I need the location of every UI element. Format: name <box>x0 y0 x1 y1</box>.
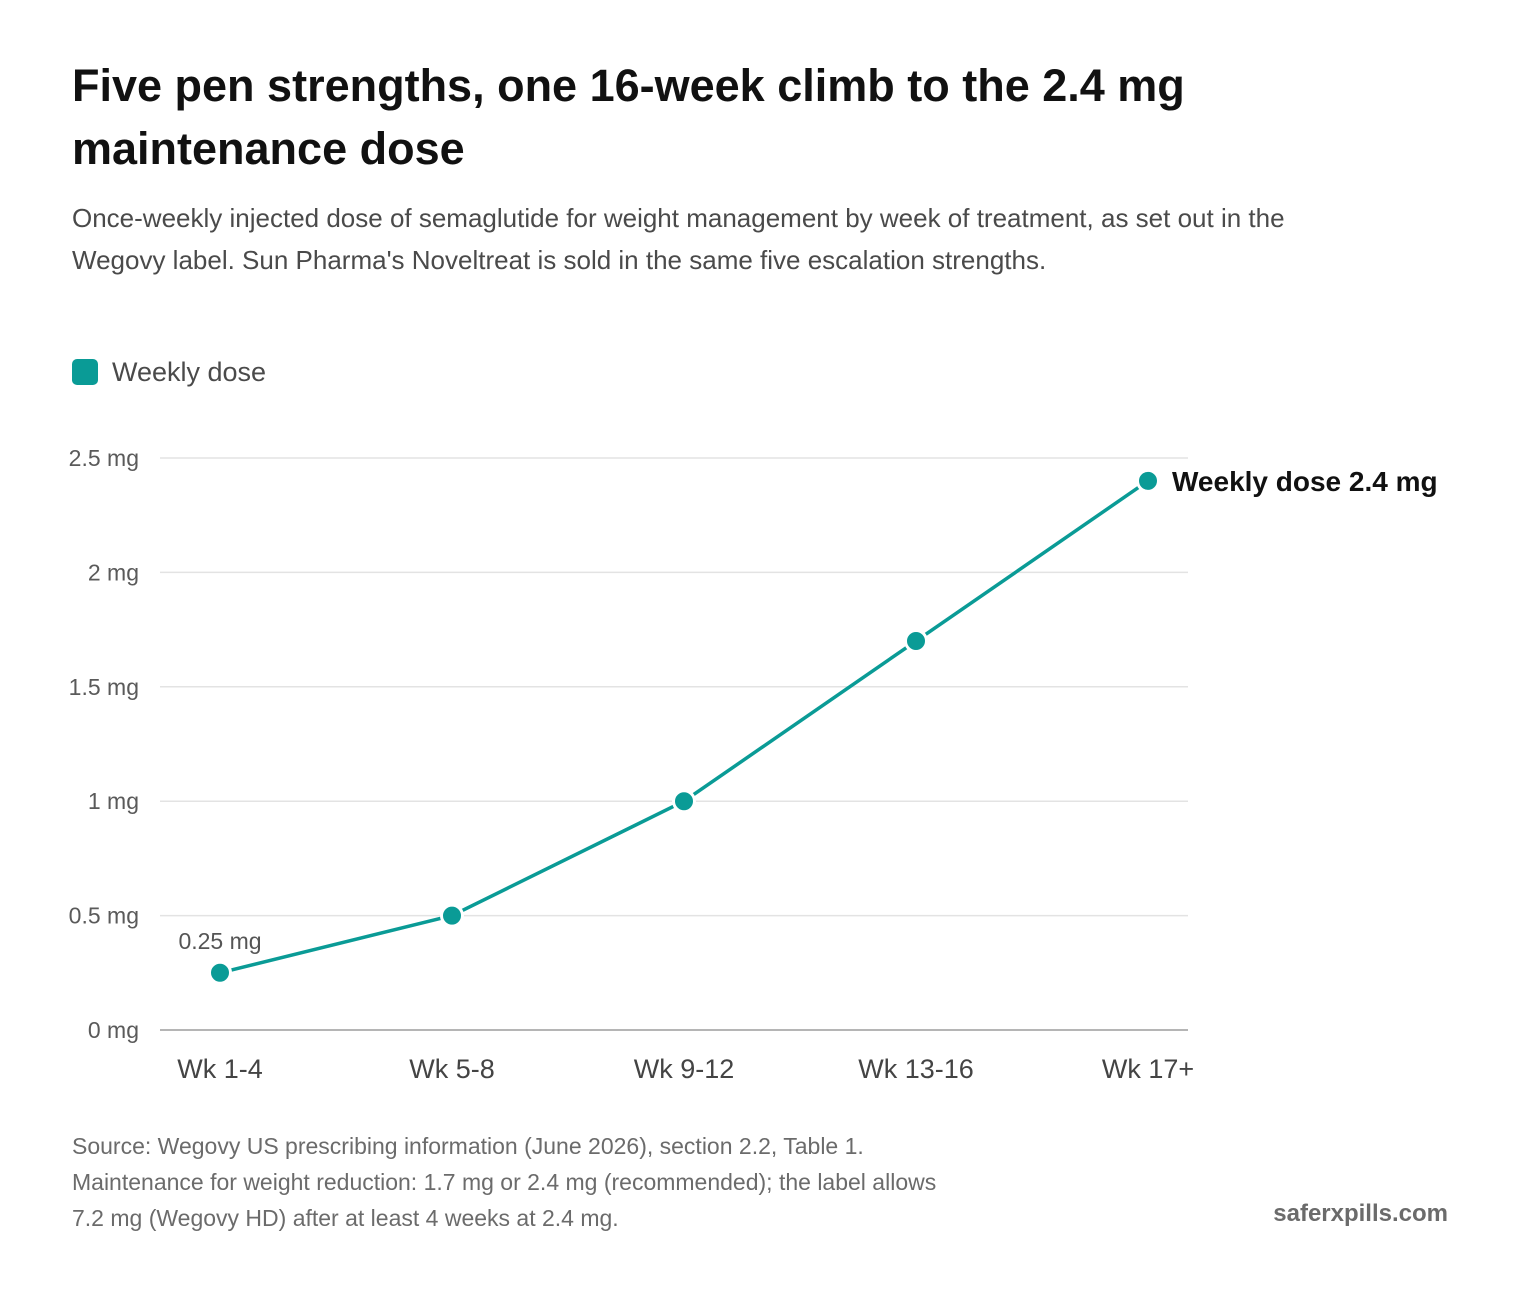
footnote-line-3: 7.2 mg (Wegovy HD) after at least 4 week… <box>72 1205 619 1231</box>
y-tick-label: 1 mg <box>88 788 139 814</box>
y-tick-label: 1.5 mg <box>69 674 139 700</box>
x-tick-label: Wk 17+ <box>1102 1054 1194 1084</box>
x-tick-label: Wk 13-16 <box>858 1054 974 1084</box>
data-point <box>440 903 464 928</box>
chart-title: Five pen strengths, one 16-week climb to… <box>72 60 1185 174</box>
x-tick-label: Wk 1-4 <box>177 1054 263 1084</box>
data-point <box>1136 468 1160 493</box>
end-dose-label: Weekly dose 2.4 mg <box>1172 466 1438 497</box>
legend-swatch <box>72 359 98 385</box>
y-tick-label: 2.5 mg <box>69 445 139 471</box>
data-point <box>208 960 232 985</box>
y-tick-label: 0 mg <box>88 1017 139 1043</box>
chart-subtitle: Once-weekly injected dose of semaglutide… <box>72 203 1285 275</box>
x-tick-label: Wk 5-8 <box>409 1054 495 1084</box>
line-chart: 0 mg 0.5 mg 1 mg 1.5 mg 2 mg 2.5 mg Wk 1-4 Wk 5… <box>69 445 1438 1084</box>
legend: Weekly dose <box>72 354 266 390</box>
source-footnote: Source: Wegovy US prescribing informatio… <box>72 1128 1122 1236</box>
data-point <box>672 789 696 814</box>
data-point <box>904 629 928 654</box>
x-tick-label: Wk 9-12 <box>634 1054 735 1084</box>
footnote-line-2: Maintenance for weight reduction: 1.7 mg… <box>72 1169 937 1195</box>
series-line <box>218 479 1150 975</box>
legend-label: Weekly dose <box>112 356 267 387</box>
footnote-line-1: Source: Wegovy US prescribing informatio… <box>72 1133 864 1159</box>
brand-credit: saferxpills.com <box>1273 1200 1448 1227</box>
y-tick-label: 0.5 mg <box>69 903 139 929</box>
y-tick-label: 2 mg <box>88 559 139 585</box>
start-dose-label: 0.25 mg <box>178 928 261 954</box>
